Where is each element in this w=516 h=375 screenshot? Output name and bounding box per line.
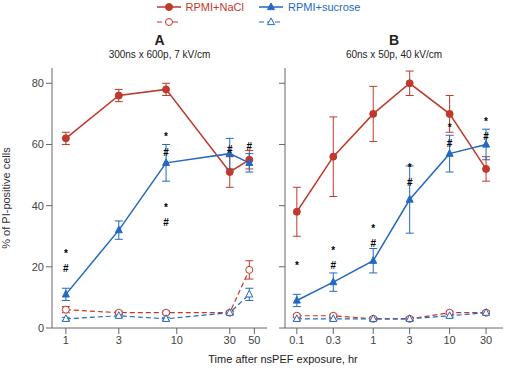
svg-text:*: * — [408, 162, 412, 173]
svg-text:#: # — [63, 263, 69, 274]
svg-text:*: * — [164, 131, 168, 142]
html-text:B: B — [388, 32, 400, 48]
svg-text:*: * — [295, 260, 299, 271]
svg-text:#: # — [163, 147, 169, 158]
svg-text:#: # — [407, 177, 413, 188]
svg-text:50: 50 — [248, 334, 260, 346]
svg-text:30: 30 — [480, 334, 492, 346]
svg-text:#: # — [370, 238, 376, 249]
svg-text:1: 1 — [370, 334, 376, 346]
html-text:RPMI+NaCl: RPMI+NaCl — [185, 0, 244, 13]
svg-text:0: 0 — [38, 322, 44, 334]
svg-text:#: # — [483, 131, 489, 142]
svg-text:*: * — [484, 116, 488, 127]
svg-text:3: 3 — [116, 334, 122, 346]
svg-text:1: 1 — [63, 334, 69, 346]
svg-text:% of PI-positive cells: % of PI-positive cells — [8, 147, 12, 249]
svg-text:3: 3 — [407, 334, 413, 346]
svg-text:*: * — [164, 202, 168, 213]
svg-text:0.1: 0.1 — [289, 334, 304, 346]
svg-text:60: 60 — [32, 138, 44, 150]
svg-text:#: # — [227, 144, 233, 155]
svg-text:*: * — [448, 122, 452, 133]
svg-text:30: 30 — [224, 334, 236, 346]
svg-text:*: * — [371, 223, 375, 234]
html-text:Time after nsPEF exposure, hr: Time after nsPEF exposure, hr — [208, 353, 358, 365]
svg-text:20: 20 — [32, 261, 44, 273]
svg-text:#: # — [330, 260, 336, 271]
html-text:A: A — [154, 32, 165, 48]
svg-text:#: # — [163, 217, 169, 228]
svg-text:*: * — [64, 248, 68, 259]
svg-text:10: 10 — [171, 334, 183, 346]
svg-text:80: 80 — [32, 77, 44, 89]
svg-text:#: # — [247, 141, 253, 152]
html-text:300ns x 600p, 7 kV/cm: 300ns x 600p, 7 kV/cm — [108, 49, 211, 60]
svg-text:10: 10 — [443, 334, 455, 346]
html-text:60ns x 50p, 40 kV/cm: 60ns x 50p, 40 kV/cm — [345, 49, 443, 60]
svg-text:*: * — [331, 245, 335, 256]
svg-text:#: # — [447, 138, 453, 149]
svg-text:0.3: 0.3 — [326, 334, 341, 346]
html-text:RPMI+sucrose: RPMI+sucrose — [288, 0, 361, 13]
svg-text:40: 40 — [32, 200, 44, 212]
